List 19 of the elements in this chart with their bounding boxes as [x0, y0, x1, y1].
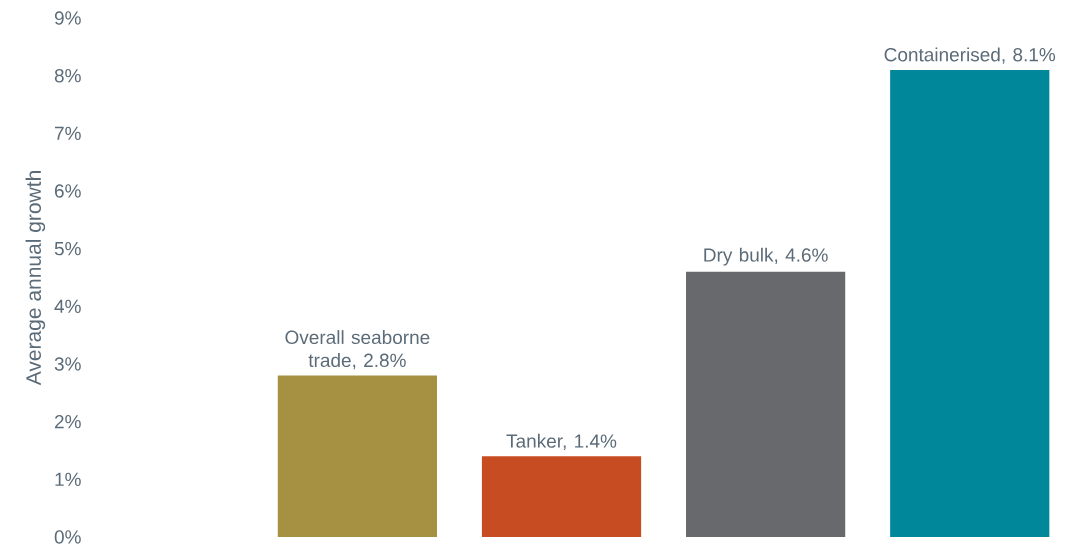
y-tick-label: 5% [54, 241, 81, 256]
bar [481, 456, 642, 537]
data-label: Tanker, 1.4% [506, 433, 617, 451]
y-tick-label: 7% [54, 126, 81, 140]
y-axis-title: Average annual growth [25, 171, 46, 386]
y-tick-label: 3% [54, 357, 81, 371]
y-tick-label: 0% [54, 530, 81, 544]
data-label: Containerised, 8.1% [884, 47, 1056, 64]
data-label: Dry bulk, 4.6% [704, 247, 828, 266]
bar [686, 271, 846, 537]
y-tick-label: 1% [55, 472, 81, 486]
y-tick-label: 6% [54, 184, 81, 198]
bar [890, 69, 1050, 537]
data-label: Overall seaborne trade, 2.8% [285, 330, 430, 370]
y-tick-label: 9% [54, 11, 81, 25]
y-tick-label: 8% [54, 68, 81, 83]
bar [277, 375, 437, 537]
y-tick-label: 4% [54, 299, 81, 313]
y-tick-label: 2% [54, 414, 81, 429]
